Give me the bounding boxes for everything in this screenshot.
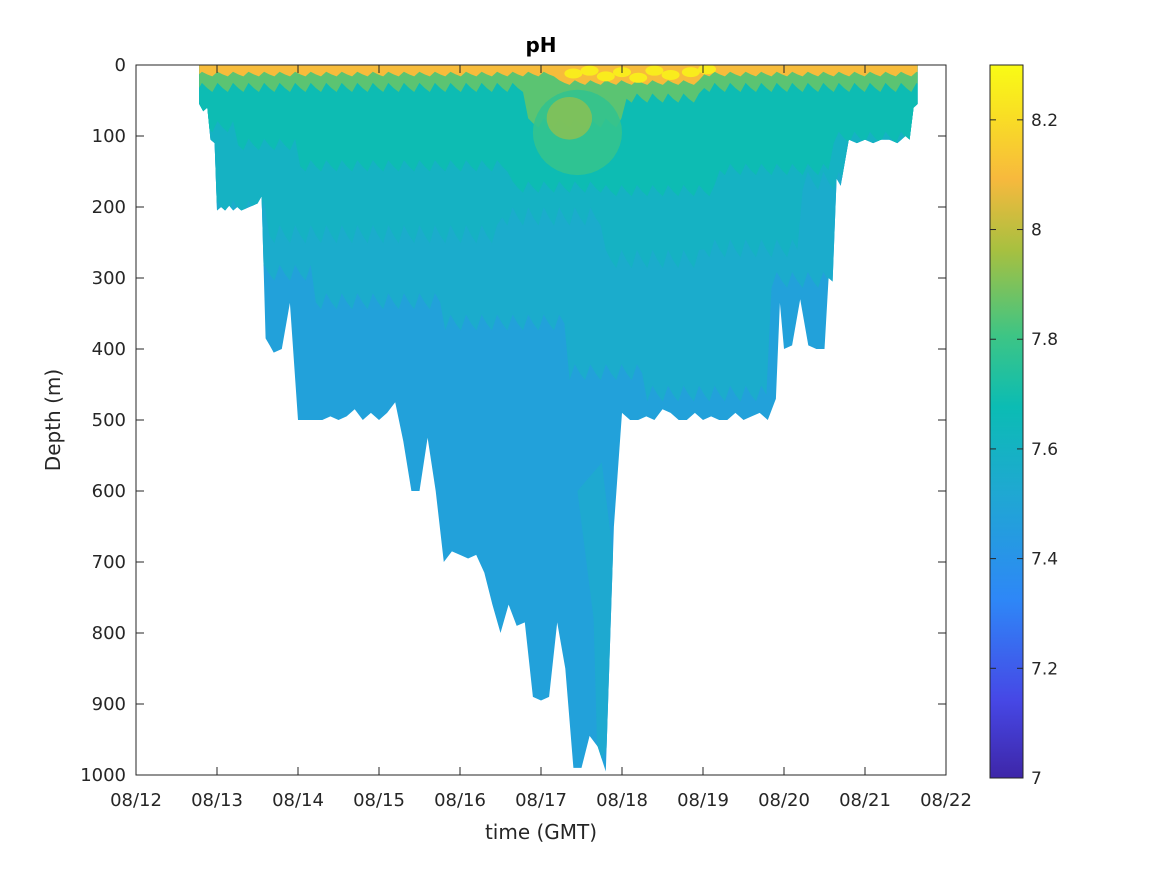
y-tick-label: 500 xyxy=(92,410,126,431)
surface-speck xyxy=(661,69,680,80)
deep-tongue xyxy=(577,462,614,768)
y-tick-label: 300 xyxy=(92,268,126,289)
x-tick-label: 08/16 xyxy=(434,790,486,811)
x-tick-label: 08/22 xyxy=(920,790,972,811)
x-tick-label: 08/17 xyxy=(515,790,567,811)
y-tick-label: 200 xyxy=(92,197,126,218)
colorbar-tick-label: 8.2 xyxy=(1031,111,1058,131)
colorbar-tick-label: 7.4 xyxy=(1031,550,1058,570)
x-axis: 08/12 08/13 08/14 08/15 08/16 08/17 08/18 08/19… xyxy=(110,65,972,811)
y-tick-label: 1000 xyxy=(80,765,126,786)
y-tick-label: 700 xyxy=(92,552,126,573)
patch-core-17aug xyxy=(546,97,592,140)
y-axis: 0 100 200 300 400 500 600 700 800 900 1000 xyxy=(80,55,946,786)
y-tick-label: 900 xyxy=(92,694,126,715)
colorbar-tick-label: 8 xyxy=(1031,221,1042,241)
x-tick-label: 08/21 xyxy=(839,790,891,811)
layer-surface xyxy=(199,65,918,85)
x-tick-label: 08/13 xyxy=(191,790,243,811)
y-tick-label: 0 xyxy=(115,55,126,76)
colorbar-tick-label: 7.6 xyxy=(1031,440,1058,460)
colorbar-tick-label: 7.8 xyxy=(1031,330,1058,350)
colorbar xyxy=(989,64,1024,779)
surface-speck xyxy=(645,65,664,76)
y-axis-title: Depth (m) xyxy=(41,369,65,471)
x-axis-title: time (GMT) xyxy=(485,820,597,844)
surface-speck xyxy=(580,65,599,76)
surface-speck xyxy=(698,65,717,75)
x-tick-label: 08/20 xyxy=(758,790,810,811)
y-tick-label: 100 xyxy=(92,126,126,147)
x-tick-label: 08/14 xyxy=(272,790,324,811)
x-tick-label: 08/15 xyxy=(353,790,405,811)
surface-speck xyxy=(629,72,648,83)
colorbar-tick-label: 7 xyxy=(1031,769,1042,789)
y-tick-label: 400 xyxy=(92,339,126,360)
chart-title: pH xyxy=(525,33,556,57)
y-tick-label: 600 xyxy=(92,481,126,502)
colorbar-ticks: 7.2 7.4 7.6 7.8 8 8.2 7 xyxy=(990,111,1058,789)
surface-speck xyxy=(681,67,700,78)
y-tick-label: 800 xyxy=(92,623,126,644)
surface-speck xyxy=(596,71,615,82)
surface-speck xyxy=(564,68,583,79)
x-tick-label: 08/18 xyxy=(596,790,648,811)
x-tick-label: 08/19 xyxy=(677,790,729,811)
colorbar-tick-label: 7.2 xyxy=(1031,659,1058,679)
x-tick-label: 08/12 xyxy=(110,790,162,811)
